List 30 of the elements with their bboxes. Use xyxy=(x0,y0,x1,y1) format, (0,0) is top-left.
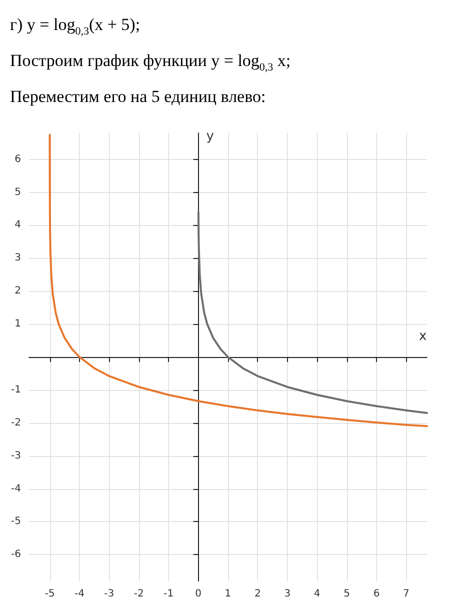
x-axis-title: x xyxy=(419,329,427,344)
x-tick-label: -4 xyxy=(74,588,84,600)
y-tick-label: -5 xyxy=(10,516,21,528)
y-tick-label: 3 xyxy=(14,252,21,264)
x-tick-label: 6 xyxy=(373,588,380,600)
y-tick-label: 4 xyxy=(14,220,21,231)
x-tick-label: -3 xyxy=(104,588,114,600)
y-tick-label: -1 xyxy=(10,384,21,396)
x-tick-label: -2 xyxy=(134,588,144,600)
x-tick-label: -5 xyxy=(44,588,55,600)
text: Переместим его на 5 единиц влево: xyxy=(10,87,266,106)
x-tick-label: -1 xyxy=(164,588,174,600)
x-tick-label: 0 xyxy=(195,588,202,600)
y-tick-label: 5 xyxy=(14,186,21,198)
x-tick-label: 1 xyxy=(224,588,232,600)
y-tick-label: 1 xyxy=(14,318,21,330)
x-tick-label: 2 xyxy=(254,588,261,600)
x-tick-label: 5 xyxy=(344,588,350,600)
y-tick-label: 6 xyxy=(14,154,21,165)
y-tick-label: -2 xyxy=(10,417,21,428)
y-tick-label: -6 xyxy=(10,549,21,560)
y-tick-label: -3 xyxy=(10,450,21,462)
line-series xyxy=(197,211,428,414)
x-tick-label: 4 xyxy=(314,588,320,600)
y-tick-label: 2 xyxy=(14,286,21,297)
y-tick-label: -4 xyxy=(10,483,21,494)
x-tick-label: 7 xyxy=(403,588,410,600)
y-axis-title: y xyxy=(206,129,214,144)
x-tick-label: 3 xyxy=(284,588,291,600)
line-series xyxy=(48,134,428,428)
